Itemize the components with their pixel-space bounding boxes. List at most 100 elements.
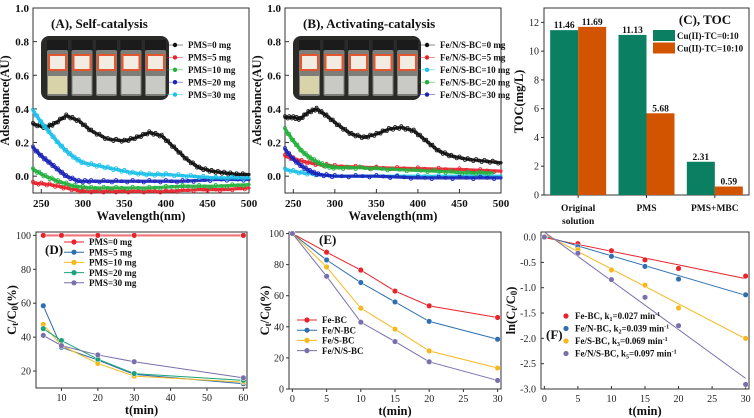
data-point [416, 174, 420, 179]
data-point [136, 186, 141, 190]
y-tick-label: 20 [21, 367, 31, 378]
data-point [161, 173, 166, 178]
data-point [136, 179, 141, 184]
legend-marker [71, 239, 77, 245]
data-point [304, 112, 309, 117]
vial-label-paper [50, 56, 65, 69]
legend: Fe-BC, k1=0.027 min-1Fe/N-BC, k2=0.039 m… [563, 311, 677, 361]
x-axis-label: t(min) [125, 403, 158, 417]
data-point [241, 177, 246, 181]
data-point [492, 177, 496, 181]
data-point [426, 358, 433, 365]
data-point [335, 123, 339, 128]
vial-liquid [48, 76, 67, 94]
x-tick-label: 10 [56, 393, 66, 404]
data-point [92, 163, 96, 167]
data-point [58, 337, 65, 344]
x-tick-label: 400 [158, 198, 175, 210]
data-point [97, 189, 102, 194]
legend-marker [424, 80, 430, 85]
data-point [240, 232, 247, 239]
legend-label: Fe/N/S-BC [322, 346, 364, 356]
data-point [101, 190, 106, 195]
data-point [158, 186, 163, 191]
data-point [494, 377, 501, 384]
legend-swatch [653, 30, 675, 41]
vial-cap [145, 40, 166, 50]
data-point [300, 116, 305, 120]
data-point [368, 132, 373, 137]
data-point [420, 135, 424, 140]
data-point [49, 175, 54, 180]
data-point [42, 182, 46, 186]
y-tick-label: 0.6 [267, 70, 281, 82]
data-point [58, 232, 65, 239]
data-point [86, 186, 91, 191]
x-tick-label: 450 [199, 198, 216, 210]
data-point [324, 112, 329, 117]
vial-liquid [349, 76, 368, 94]
data-point [450, 177, 455, 181]
data-point [147, 184, 152, 189]
x-tick-label: 60 [238, 393, 248, 404]
vial-liquid [146, 76, 165, 94]
data-point [114, 136, 118, 141]
data-point [66, 114, 71, 119]
vial-label-paper [302, 56, 317, 69]
data-point [126, 190, 131, 195]
data-point [327, 173, 332, 178]
data-point [186, 184, 190, 189]
data-point [158, 190, 163, 195]
data-point [161, 135, 166, 140]
bar [686, 161, 715, 195]
data-point [303, 112, 308, 117]
data-point [445, 152, 449, 157]
data-point [139, 170, 143, 175]
legend-marker [563, 350, 569, 357]
data-point [230, 188, 235, 193]
y-tick-label: 12 [529, 18, 539, 29]
y-tick-label: -2.5 [520, 359, 536, 370]
x-tick-label: 30 [129, 393, 139, 404]
data-point [742, 291, 749, 298]
y-axis-label: Ct/C0(%) [5, 285, 20, 335]
data-point [452, 154, 456, 159]
data-point [742, 381, 749, 388]
x-tick-label: 30 [741, 394, 751, 405]
data-point [464, 175, 469, 180]
data-point [131, 358, 138, 365]
data-point [236, 183, 240, 188]
data-point [61, 182, 66, 187]
data-point [675, 322, 682, 329]
data-point [372, 133, 377, 138]
data-point [172, 174, 177, 179]
legend-label: Fe/N/S-BC=10 mg [440, 65, 510, 75]
series-pms-5-mg [31, 179, 251, 195]
bar-value-label: 5.68 [652, 104, 669, 114]
legend: Cu(II)-TC=0:10 Cu(II)-TC=10:10 [653, 30, 744, 54]
fit-line [544, 231, 746, 379]
y-tick-label: 0.4 [15, 104, 29, 116]
data-point [108, 137, 113, 142]
data-point [47, 181, 52, 186]
data-point [180, 153, 185, 158]
panel-f: 0 5 10 15 20 25 30 0.0 -0.5 -1.0 -1.5 -2.0 -2.5 -3.0 t… [504, 231, 751, 418]
data-point [287, 131, 292, 136]
data-point [56, 120, 60, 125]
data-point [418, 168, 423, 173]
data-point [130, 169, 135, 174]
data-point [201, 187, 206, 192]
data-point [76, 117, 81, 122]
data-point [426, 140, 431, 145]
data-point [49, 132, 53, 137]
vial-label-paper [375, 56, 391, 69]
data-point [305, 161, 310, 166]
y-tick-label: -2.0 [520, 334, 536, 345]
data-point [224, 177, 229, 181]
legend-label: Fe/S-BC, k3=0.069 min-1 [575, 336, 668, 348]
data-point [283, 166, 287, 171]
legend-marker [304, 327, 310, 333]
data-point [184, 175, 189, 180]
series-pms-30-mg [40, 332, 247, 381]
data-point [152, 185, 157, 190]
